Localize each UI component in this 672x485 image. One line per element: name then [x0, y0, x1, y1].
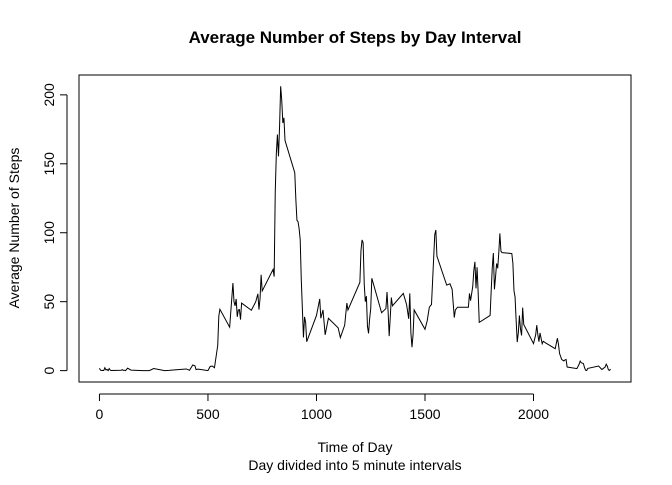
- x-tick-label: 0: [96, 406, 104, 422]
- y-tick-label: 200: [41, 83, 57, 107]
- plot-frame: [78, 74, 632, 383]
- y-tick-label: 150: [41, 152, 57, 176]
- data-line: [99, 86, 611, 372]
- x-tick-label: 500: [196, 406, 220, 422]
- x-tick-label: 1500: [409, 406, 440, 422]
- x-tick-label: 1000: [301, 406, 332, 422]
- x-axis-title: Time of Day: [318, 439, 393, 455]
- y-tick-label: 50: [41, 294, 57, 310]
- y-tick-label: 100: [41, 221, 57, 245]
- y-axis-title: Average Number of Steps: [6, 148, 22, 309]
- y-tick-label: 0: [41, 367, 57, 375]
- x-tick-label: 2000: [518, 406, 549, 422]
- chart-title: Average Number of Steps by Day Interval: [189, 28, 522, 47]
- x-axis-subtitle: Day divided into 5 minute intervals: [248, 457, 461, 473]
